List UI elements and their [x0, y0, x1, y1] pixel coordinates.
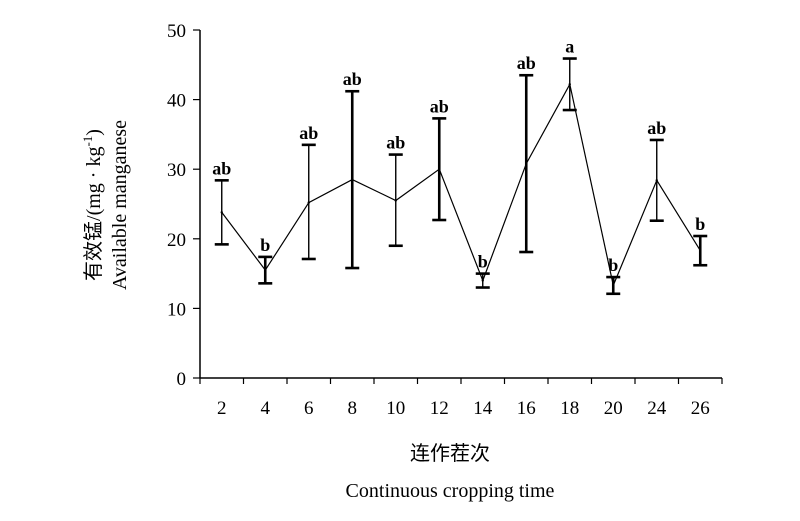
x-tick-label-7: 16: [517, 398, 536, 419]
x-tick-label-6: 14: [473, 398, 493, 419]
y-axis-title-sup: -1: [80, 136, 95, 147]
y-tick-label-2: 20: [167, 230, 186, 251]
significance-label-10: ab: [647, 118, 666, 138]
axes: [199, 30, 722, 379]
x-tick-label-1: 4: [261, 398, 271, 419]
y-axis-title-cn: 有效锰/(mg · kg-1): [80, 129, 105, 281]
error-bars: [214, 57, 708, 296]
y-tick-label-1: 10: [167, 299, 186, 320]
x-tick-label-4: 10: [386, 398, 405, 419]
significance-label-4: ab: [386, 133, 405, 153]
data-point-4: [394, 199, 397, 202]
y-tick-label-4: 40: [167, 91, 186, 112]
x-tick-label-0: 2: [217, 398, 227, 419]
x-tick-label-3: 8: [348, 398, 358, 419]
x-tick-label-5: 12: [430, 398, 449, 419]
data-point-2: [307, 201, 310, 204]
data-point-7: [525, 162, 528, 165]
y-axis-title-en: Available manganese: [109, 120, 131, 290]
y-axis-title-close: ): [83, 129, 105, 136]
data-point-5: [438, 168, 441, 171]
data-point-8: [568, 83, 571, 86]
x-tick-label-11: 26: [691, 398, 710, 419]
x-axis-title-cn: 连作茬次: [410, 442, 490, 465]
x-axis-title-en: Continuous cropping time: [346, 480, 555, 502]
x-tick-label-9: 20: [604, 398, 623, 419]
y-tick-label-0: 0: [177, 369, 187, 390]
data-point-9: [612, 284, 615, 287]
series-line: [221, 82, 701, 288]
significance-label-7: ab: [517, 53, 536, 73]
significance-label-3: ab: [343, 69, 362, 89]
significance-label-9: b: [608, 255, 618, 275]
data-point-6: [481, 279, 484, 282]
x-tick-label-10: 24: [647, 398, 667, 419]
y-tick-label-5: 50: [167, 21, 186, 42]
data-point-11: [699, 249, 702, 252]
significance-label-5: ab: [430, 96, 449, 116]
significance-label-0: ab: [212, 158, 231, 178]
x-tick-label-2: 6: [304, 398, 314, 419]
data-point-10: [655, 179, 658, 182]
y-tick-label-3: 30: [167, 160, 186, 181]
data-point-3: [351, 178, 354, 181]
data-point-0: [220, 211, 223, 214]
significance-label-1: b: [260, 235, 270, 255]
significance-label-11: b: [695, 214, 705, 234]
significance-label-8: a: [565, 37, 574, 57]
significance-label-2: ab: [299, 123, 318, 143]
x-ticks: 2 4 6 8 10 12 14 16 18 20 24 26: [199, 378, 723, 419]
significance-label-6: b: [478, 252, 488, 272]
x-tick-label-8: 18: [560, 398, 579, 419]
y-axis-title-cn-main: 有效锰/(mg · kg: [82, 147, 105, 281]
data-point-1: [264, 268, 267, 272]
y-ticks: 0 10 20 30 40 50: [167, 21, 200, 390]
svg-text:有效锰/(mg · kg-1): 有效锰/(mg · kg-1): [80, 129, 105, 281]
series: [220, 82, 702, 288]
